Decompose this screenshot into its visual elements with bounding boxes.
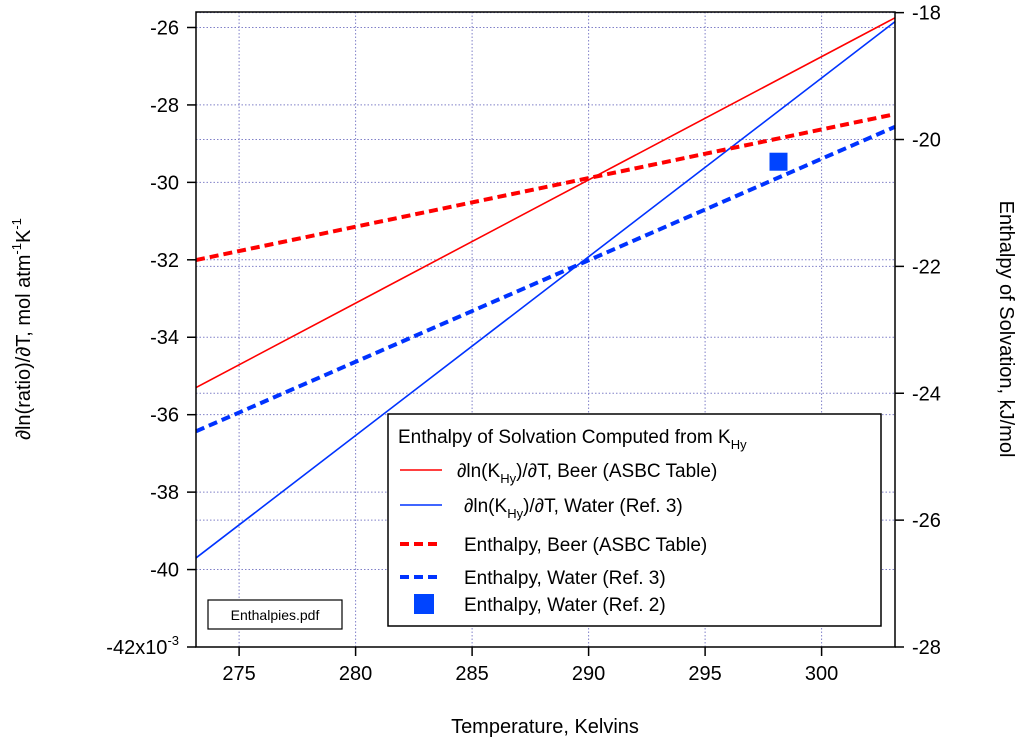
plot-lines <box>195 17 896 559</box>
x-tick-label: 280 <box>339 663 372 685</box>
series-beer-enthalpy <box>195 112 896 262</box>
y-left-tick-label: -36 <box>150 405 179 427</box>
series-water-enthalpy-ref3 <box>195 124 896 434</box>
x-tick-label: 300 <box>805 663 838 685</box>
legend-title: Enthalpy of Solvation Computed from KHy <box>398 427 747 452</box>
file-badge: Enthalpies.pdf <box>207 599 343 630</box>
x-axis-title: Temperature, Kelvins <box>451 716 639 738</box>
legend: Enthalpy of Solvation Computed from KHy … <box>387 413 882 627</box>
y-right-tick-label: -28 <box>912 637 941 659</box>
y-right-tick-label: -20 <box>912 130 941 152</box>
file-badge-box <box>207 599 343 630</box>
y-left-tick-label: -34 <box>150 327 179 349</box>
x-axis: 275 280 285 290 295 300 <box>222 647 838 685</box>
y-right-tick-label: -26 <box>912 510 941 532</box>
y-right-tick-label: -18 <box>912 3 941 25</box>
series-beer-derivative <box>195 17 896 389</box>
plot-frame <box>195 11 896 648</box>
x-tick-label: 275 <box>222 663 255 685</box>
right-axis: -28 -26 -24 -22 -20 -18 <box>895 3 941 659</box>
y-right-tick-label: -22 <box>912 256 941 278</box>
legend-entry-beer-derivative: ∂ln(KHy)/∂T, Beer (ASBC Table) <box>457 461 717 486</box>
y-left-tick-label: -28 <box>150 95 179 117</box>
legend-entry-beer-enthalpy: Enthalpy, Beer (ASBC Table) <box>464 535 707 556</box>
y-left-tick-label: -32 <box>150 250 179 272</box>
y-left-tick-label: -40 <box>150 560 179 582</box>
series-water-derivative <box>195 21 896 559</box>
y-left-tick-label: -42x10-3 <box>106 633 179 659</box>
x-tick-label: 290 <box>572 663 605 685</box>
x-tick-label: 295 <box>688 663 721 685</box>
y-axis-right-title: Enthalpy of Solvation, kJ/mol <box>995 201 1015 458</box>
y-axis-left-title: ∂ln(ratio)/∂T, mol atm-1K-1 <box>9 218 35 440</box>
legend-swatch-water-enthalpy-ref2 <box>414 594 434 614</box>
y-left-tick-label: -38 <box>150 482 179 504</box>
series-water-enthalpy-ref2-point <box>769 152 788 171</box>
x-tick-label: 285 <box>455 663 488 685</box>
left-axis: -42x10-3 -40 -38 -36 -34 -32 -30 -28 -26 <box>106 17 196 659</box>
y-right-tick-label: -24 <box>912 383 941 405</box>
legend-entry-water-derivative: ∂ln(KHy)/∂T, Water (Ref. 3) <box>464 496 683 521</box>
file-badge-label: Enthalpies.pdf <box>231 607 320 623</box>
legend-entry-water-enthalpy-ref3: Enthalpy, Water (Ref. 3) <box>464 568 666 589</box>
legend-box <box>387 413 882 627</box>
y-left-tick-label: -30 <box>150 172 179 194</box>
y-left-tick-label: -26 <box>150 17 179 39</box>
legend-entry-water-enthalpy-ref2: Enthalpy, Water (Ref. 2) <box>464 595 666 616</box>
